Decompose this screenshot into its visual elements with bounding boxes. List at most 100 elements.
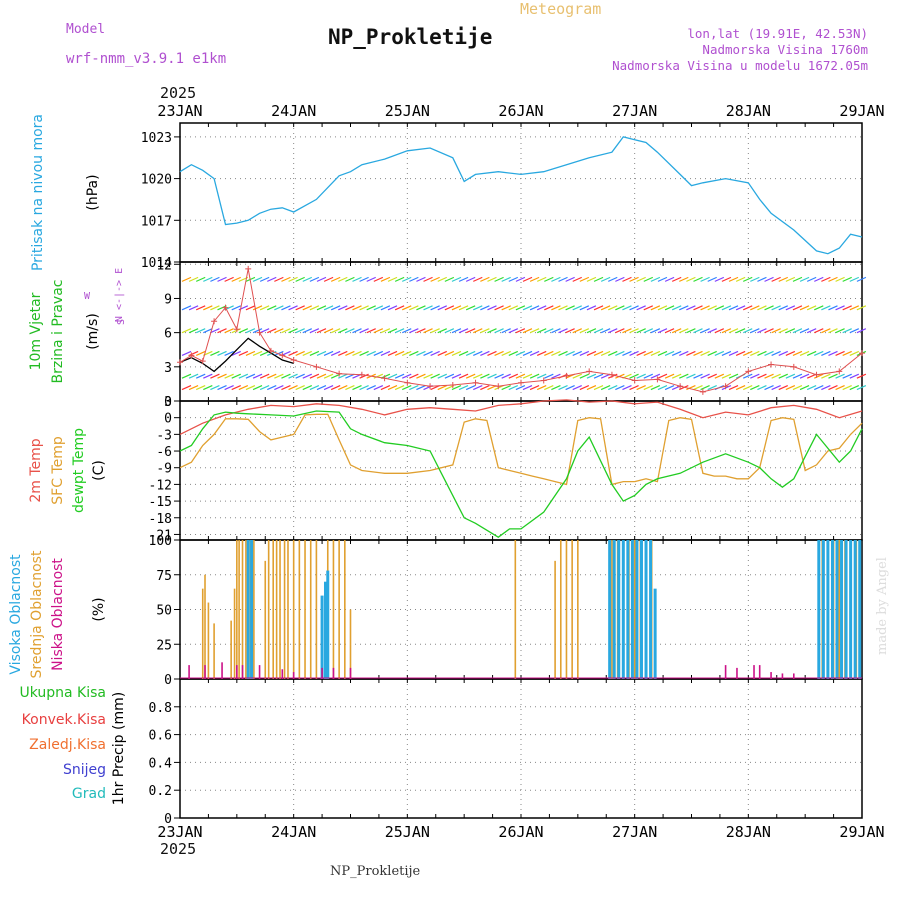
wind-barb [508, 276, 519, 282]
wind-barb [707, 305, 717, 311]
wind-barb [345, 385, 355, 391]
wind-barb [792, 385, 803, 391]
wind-barb [629, 385, 639, 391]
x-day-label-bottom: 24JAN [271, 823, 316, 841]
mid-cloud-bar [292, 540, 295, 679]
wind-barb [792, 305, 803, 311]
wind-barb [778, 328, 788, 334]
wind-barb [366, 328, 376, 334]
wind-gust-marker [677, 383, 684, 390]
wind-barb [579, 305, 590, 311]
wind-barb [380, 305, 391, 311]
wind-barb [828, 276, 838, 282]
wind-barb [458, 373, 469, 379]
wind-barb [345, 350, 355, 356]
wind-barb [416, 385, 426, 391]
wind-barb [600, 328, 611, 334]
wind-barb [366, 385, 376, 391]
mid-cloud-bar [344, 540, 346, 679]
wind-barb [416, 373, 426, 379]
wind-barb [444, 305, 455, 311]
wind-barb [338, 385, 348, 391]
wind-gust-marker [813, 371, 820, 378]
wind-barb [338, 305, 348, 311]
wind-barb [373, 373, 384, 379]
wind-barb [195, 328, 206, 334]
high-cloud-bar [326, 570, 330, 679]
wind-barb [302, 305, 313, 311]
low-cloud-bar [221, 662, 223, 679]
temp-side-label-3: dewpt Temp [71, 428, 87, 513]
wind-barb [579, 350, 590, 356]
wind-barb [700, 305, 710, 311]
wind-barb [856, 373, 867, 379]
wind-barb [394, 276, 405, 282]
wind-barb [593, 305, 604, 311]
wind-barb [480, 328, 490, 334]
wind-barb [316, 373, 327, 379]
wind-barb [423, 373, 433, 379]
mid-cloud-bar [298, 540, 301, 679]
wind-barb [494, 350, 504, 356]
x-day-label-top: 23JAN [157, 102, 202, 120]
wind-barb [693, 276, 703, 282]
y-tick-label: 1020 [141, 173, 172, 188]
wind-barb [401, 305, 412, 311]
wind-barb [714, 350, 725, 356]
wind-barb [444, 350, 455, 356]
x-day-label-bottom: 26JAN [498, 823, 543, 841]
wind-barb [721, 350, 732, 356]
wind-barb [323, 276, 334, 282]
high-cloud-bar [246, 540, 250, 679]
wind-barb [181, 385, 192, 391]
wind-barb [352, 385, 362, 391]
wind-barb [309, 305, 320, 311]
pressure-line [179, 136, 863, 255]
wind-barb [806, 385, 817, 391]
wind-barb [629, 373, 639, 379]
wind-barb [295, 328, 305, 334]
wind-barb [302, 385, 313, 391]
wind-barb [700, 276, 710, 282]
wind-barb [302, 328, 313, 334]
wind-barb [295, 385, 305, 391]
wind-barb [508, 373, 519, 379]
wind-barb [551, 276, 561, 282]
wind-barb [224, 328, 234, 334]
x-day-label-top: 28JAN [726, 102, 771, 120]
wind-barb [828, 328, 838, 334]
wind-barb [330, 385, 341, 391]
wind-barb [231, 276, 241, 282]
wind-barb [792, 350, 803, 356]
cloud-side-label-1: Visoka Oblacnost [8, 554, 24, 675]
mid-cloud-bar [332, 540, 335, 679]
wind-barb [330, 350, 341, 356]
mid-cloud-bar [264, 560, 267, 679]
mid-cloud-bar [304, 540, 306, 679]
wind-barb [856, 328, 867, 334]
wind-barb [274, 276, 284, 282]
mid-cloud-bar [279, 540, 281, 679]
wind-barb [380, 385, 391, 391]
wind-gust-marker [290, 356, 297, 363]
wind-barb [401, 350, 412, 356]
wind-gust-marker [472, 379, 479, 386]
y-tick-label: -18 [149, 512, 172, 527]
wind-barb [295, 350, 305, 356]
wind-barb [288, 373, 298, 379]
wind-barb [565, 350, 575, 356]
model-elevation-label: Nadmorska Visina u modelu 1672.05m [612, 58, 868, 73]
wind-barb [664, 350, 675, 356]
cloud-side-label-2: Srednja Oblacnost [29, 550, 45, 678]
x-day-label-top: 29JAN [839, 102, 884, 120]
wind-barb [615, 350, 625, 356]
wind-barb [316, 328, 327, 334]
wind-barb [572, 305, 582, 311]
wind-barb [814, 385, 824, 391]
wind-barb [224, 276, 234, 282]
high-cloud-bar [612, 540, 616, 679]
wind-barb [203, 305, 213, 311]
wind-barb [686, 373, 696, 379]
low-cloud-bar [188, 665, 190, 679]
wind-barb [671, 305, 682, 311]
